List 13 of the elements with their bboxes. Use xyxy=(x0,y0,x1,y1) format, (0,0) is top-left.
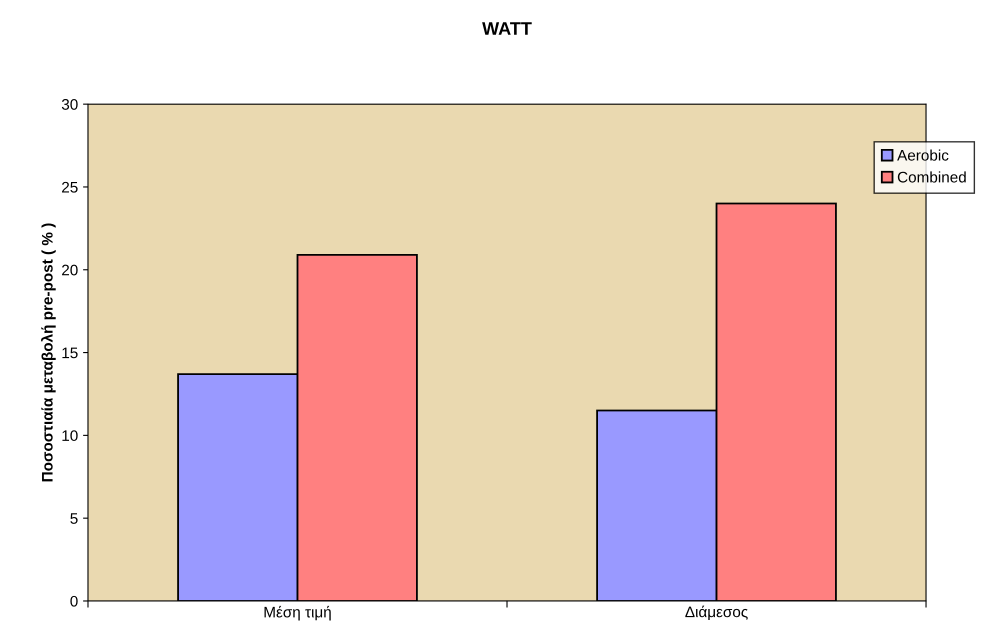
y-tick-label: 25 xyxy=(62,182,78,193)
y-tick-label: 15 xyxy=(62,348,78,358)
x-tick-label: Μέση τιμή xyxy=(264,606,331,621)
x-tick-label: Διάμεσος xyxy=(685,606,748,620)
y-tick-label: 5 xyxy=(70,513,78,524)
legend-label: Aerobic xyxy=(897,149,948,161)
y-tick-label: 20 xyxy=(62,264,78,276)
chart-title: WATT xyxy=(482,22,532,35)
y-tick-label: 0 xyxy=(70,596,78,607)
y-axis-title: Ποσοστιαία μεταβολή pre-post ( % ) xyxy=(41,223,56,482)
legend-label: Combined xyxy=(898,171,966,183)
y-tick-label: 30 xyxy=(62,99,78,110)
y-tick-label: 10 xyxy=(62,430,78,442)
